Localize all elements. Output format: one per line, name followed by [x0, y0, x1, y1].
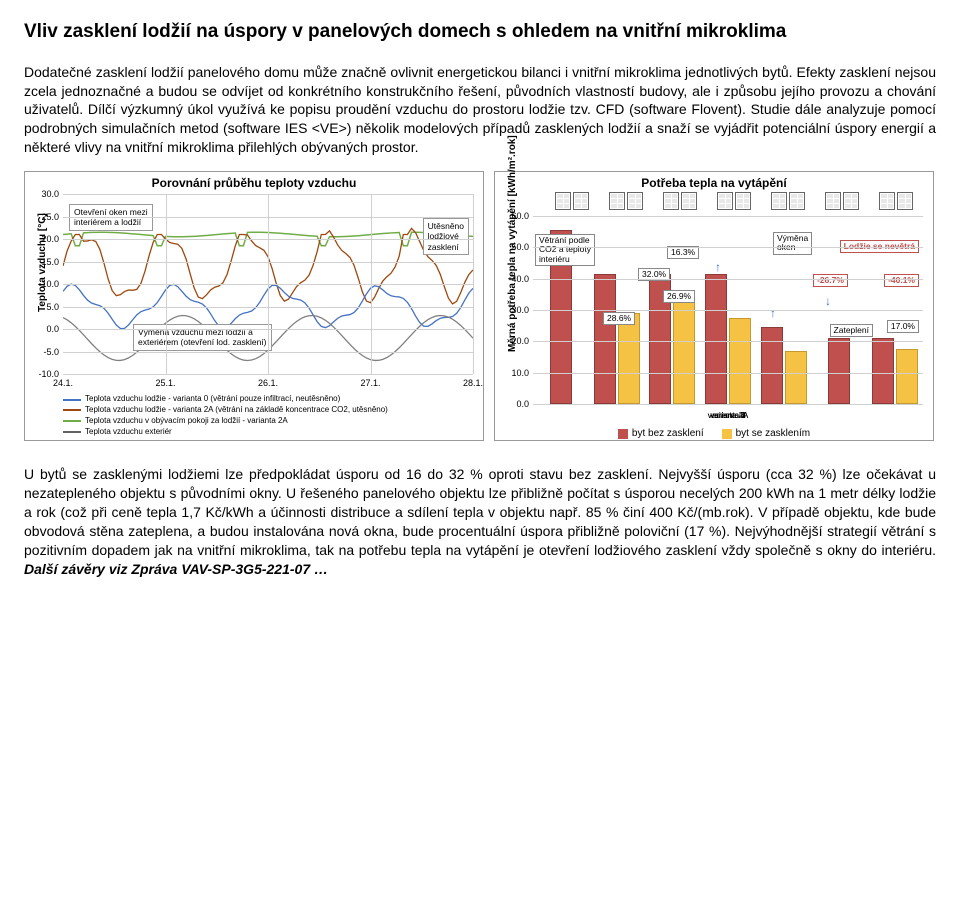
annot-vetrani: Větrání podleCO2 a teplotyinteriéru: [535, 234, 595, 266]
legend-item: Teplota vzduchu v obývacím pokoji za lod…: [63, 416, 475, 427]
building-icon: [609, 192, 643, 210]
bar-no-glazing: [872, 338, 894, 404]
annot-vymena: Výměnaoken: [773, 232, 812, 255]
bar-with-glazing: [729, 318, 751, 404]
legend-item: Teplota vzduchu exteriér: [63, 427, 475, 438]
legend-item: byt bez zasklení: [618, 428, 704, 439]
info-box-air-exchange: Výměna vzduchu mezi lodžií aexteriérem (…: [133, 324, 272, 350]
chart-left-title: Porovnání průběhu teploty vzduchu: [25, 172, 483, 192]
heating-demand-chart: Potřeba tepla na vytápění Měrná potřeba …: [494, 171, 934, 441]
building-icon: [825, 192, 859, 210]
building-icon: [879, 192, 913, 210]
legend-item: Teplota vzduchu lodžie - varianta 0 (vět…: [63, 394, 475, 405]
bar-with-glazing: [896, 349, 918, 404]
bar-group-label: varianta 4A: [708, 411, 748, 420]
annot-pct6: -40.1%: [884, 274, 919, 287]
building-icon: [663, 192, 697, 210]
arrow-up-icon: ↑: [715, 260, 721, 274]
building-icons-row: [545, 192, 923, 210]
intro-paragraph: Dodatečné zasklení lodžií panelového dom…: [24, 63, 936, 157]
bar-no-glazing: [594, 274, 616, 404]
bar-with-glazing: [673, 302, 695, 404]
plot-area-right: varianta 0varianta 1varianta 2varianta 2…: [533, 216, 923, 404]
temperature-chart: Porovnání průběhu teploty vzduchu Teplot…: [24, 171, 484, 441]
legend-item: byt se zasklením: [722, 428, 810, 439]
plot-area-left: Otevření oken meziinteriérem a lodžií Ut…: [63, 194, 473, 374]
bar-with-glazing: [785, 351, 807, 404]
legend-left: Teplota vzduchu lodžie - varianta 0 (vět…: [25, 390, 483, 441]
annot-pct4: 28.6%: [603, 312, 635, 325]
page-title: Vliv zasklení lodžií na úspory v panelov…: [24, 20, 936, 45]
x-axis-left: 24.1.25.1.26.1.27.1.28.1.: [63, 376, 473, 390]
bar-no-glazing: [761, 327, 783, 404]
report-reference: Další závěry viz Zpráva VAV-SP-3G5-221-0…: [24, 561, 328, 577]
chart-right-title: Potřeba tepla na vytápění: [495, 172, 933, 192]
bar-with-glazing: [618, 313, 640, 405]
arrow-down-icon: ↓: [825, 294, 831, 308]
annot-pct3: 26.9%: [663, 290, 695, 303]
arrow-up-icon: ↑: [770, 306, 776, 320]
annot-zatepleni: Zateplení: [830, 324, 873, 337]
info-box-sealed: Utěsněnolodžiovézasklení: [423, 218, 469, 255]
building-icon: [555, 192, 589, 210]
conclusion-paragraph: U bytů se zasklenými lodžiemi lze předpo…: [24, 465, 936, 578]
annot-pct5: -26.7%: [813, 274, 848, 287]
charts-row: Porovnání průběhu teploty vzduchu Teplot…: [24, 171, 936, 441]
bar-no-glazing: [705, 274, 727, 404]
building-icon: [771, 192, 805, 210]
bar-no-glazing: [828, 338, 850, 404]
building-icon: [717, 192, 751, 210]
legend-item: Teplota vzduchu lodžie - varianta 2A (vě…: [63, 405, 475, 416]
annot-pct7: 17.0%: [887, 320, 919, 333]
